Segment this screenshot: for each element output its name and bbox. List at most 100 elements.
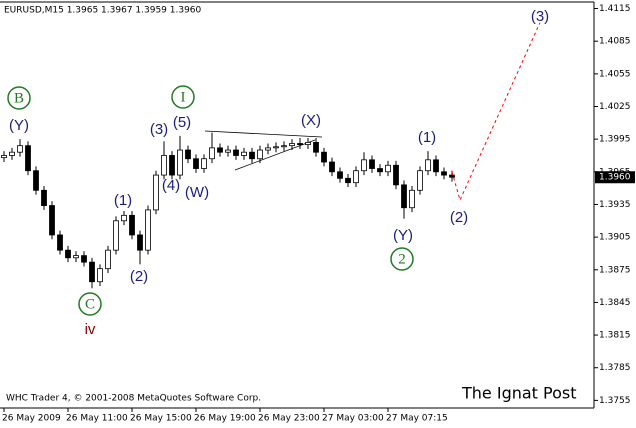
candle-body [201,158,207,169]
candle-body [225,149,231,153]
candle-body [433,159,439,173]
candle-body [441,171,447,176]
wave-label: (1) [418,129,436,146]
candle-body [449,174,455,178]
candle-body [273,146,279,149]
candle-body [193,158,199,169]
y-tick-label: 1.4025 [599,102,631,112]
candle-body [97,268,103,283]
candle-body [129,214,135,236]
candle-body [145,209,151,251]
y-tick-label: 1.3995 [599,135,631,145]
candle-body [369,159,375,169]
watermark: The Ignat Post [461,384,577,403]
candle-body [409,189,415,209]
candle-body [401,184,407,209]
candle-body [57,234,63,251]
candle-body [361,159,367,172]
wave-circle [78,292,102,316]
candle-body [73,255,79,259]
candle-body [337,171,343,179]
candle-body [297,143,303,145]
wave-circle [390,247,414,271]
candle-body [161,155,167,176]
wave-label: (3) [150,121,168,138]
candle-body [169,155,175,176]
candle-body [329,161,335,173]
candle-body [345,177,351,184]
candle-body [113,220,119,251]
candle-body [49,205,55,236]
wave-label: (X) [301,112,321,129]
candle-body [353,170,359,184]
candle-body [321,151,327,163]
wave-label: (Y) [9,117,29,134]
x-tick-label: 26 May 19:00 [194,414,256,424]
wave-circle [7,86,31,110]
wave-label: (3) [531,8,549,25]
x-tick-label: 26 May 15:00 [130,414,192,424]
candle-body [81,255,87,263]
wave-label: (2) [130,268,148,285]
wave-label: (W) [185,184,209,201]
y-tick-label: 1.4085 [599,37,631,47]
y-tick-label: 1.3845 [599,298,631,308]
wave-label: I [181,89,186,105]
wave-label: (2) [450,209,468,226]
candle-body [305,142,311,145]
wave-label: C [85,296,95,312]
candle-body [417,170,423,191]
footer: WHC Trader 4, © 2001-2008 MetaQuotes Sof… [6,394,261,404]
x-tick-label: 27 May 07:15 [386,414,448,424]
wave-label: (5) [173,114,191,131]
candle-body [257,149,263,160]
y-tick-label: 1.4115 [599,4,631,14]
candle-body [89,261,95,283]
candle-body [233,149,239,156]
candle-body [17,145,23,153]
candle-body [313,142,319,153]
x-tick-label: 27 May 03:00 [322,414,384,424]
candle-body [105,249,111,270]
candle-body [393,164,399,186]
trendline [204,130,323,138]
candle-body [265,147,271,151]
candle-body [65,249,71,259]
candle-body [249,151,255,160]
y-tick-label: 1.3815 [599,331,631,341]
wave-label: 2 [398,251,406,267]
trendline [234,139,316,171]
last-price-box [595,171,635,184]
x-tick-label: 26 May 11:00 [66,414,128,424]
wave-label: B [14,90,24,106]
x-tick-label: 26 May 2009 [2,414,61,424]
last-price-label: 1.3960 [599,173,631,183]
candle-body [25,145,31,172]
y-tick-label: 1.3905 [599,233,631,243]
candle-body [289,143,295,147]
candle-body [281,145,287,148]
candle-body [241,151,247,156]
candle-body [217,147,223,153]
candle-body [185,149,191,160]
wave-label: iv [85,321,96,338]
candle-body [1,155,7,159]
candle-body [377,168,383,173]
y-tick-label: 1.3785 [599,363,631,373]
candle-body [137,234,143,251]
candle-body [385,164,391,173]
candle-body [177,149,183,176]
y-tick-label: 1.4055 [599,69,631,79]
wave-circle [171,85,195,109]
wave-label: (4) [162,177,180,194]
candle-body [121,214,127,222]
candle-body [9,151,15,156]
x-tick-label: 26 May 23:00 [258,414,320,424]
y-tick-label: 1.3935 [599,200,631,210]
wave-label: (Y) [393,227,413,244]
y-tick-label: 1.3755 [599,396,631,406]
candle-body [153,174,159,211]
candle-body [209,147,215,160]
